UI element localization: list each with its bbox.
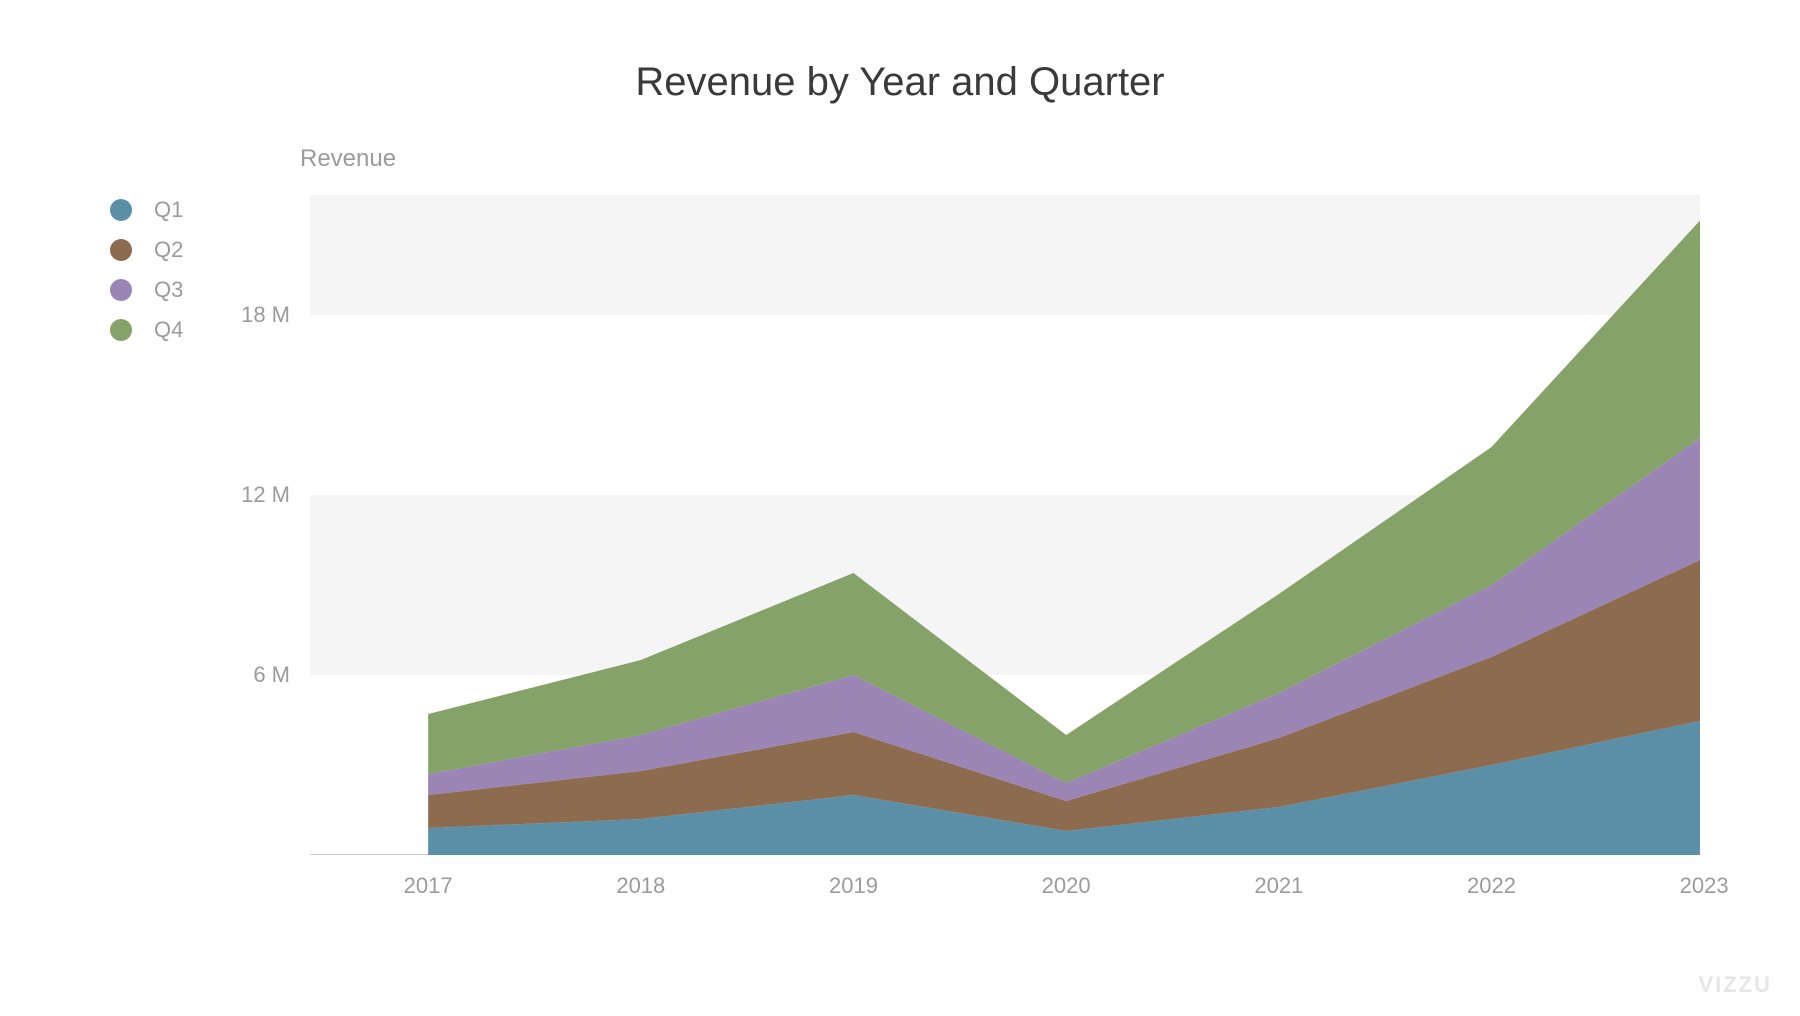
chart-title: Revenue by Year and Quarter [635, 60, 1164, 105]
x-tick-label: 2023 [1680, 873, 1729, 899]
watermark: VIZZU [1698, 972, 1772, 998]
legend-label: Q4 [154, 317, 183, 343]
stacked-area [310, 195, 1700, 855]
x-tick-label: 2022 [1467, 873, 1516, 899]
x-tick-label: 2017 [404, 873, 453, 899]
legend-label: Q2 [154, 237, 183, 263]
legend: Q1 Q2 Q3 Q4 [110, 195, 183, 355]
legend-swatch [110, 319, 132, 341]
legend-item-Q3[interactable]: Q3 [110, 275, 183, 305]
legend-swatch [110, 199, 132, 221]
x-tick-label: 2020 [1042, 873, 1091, 899]
legend-item-Q4[interactable]: Q4 [110, 315, 183, 345]
x-tick-label: 2021 [1254, 873, 1303, 899]
y-axis-title: Revenue [300, 145, 396, 173]
plot-area [310, 195, 1700, 855]
x-tick-label: 2018 [616, 873, 665, 899]
legend-swatch [110, 239, 132, 261]
legend-label: Q3 [154, 277, 183, 303]
y-tick-label: 12 M [241, 482, 290, 508]
x-tick-label: 2019 [829, 873, 878, 899]
legend-swatch [110, 279, 132, 301]
legend-label: Q1 [154, 197, 183, 223]
y-tick-label: 18 M [241, 302, 290, 328]
y-tick-label: 6 M [253, 662, 290, 688]
legend-item-Q1[interactable]: Q1 [110, 195, 183, 225]
legend-item-Q2[interactable]: Q2 [110, 235, 183, 265]
